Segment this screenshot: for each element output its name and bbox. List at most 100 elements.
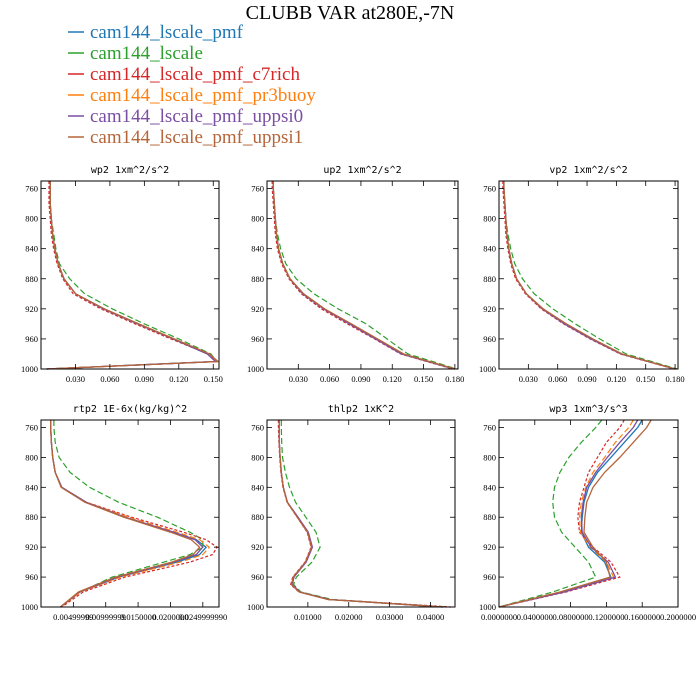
series-line <box>277 420 451 608</box>
x-tick-label: 0.2000000 <box>660 612 696 622</box>
x-tick-label: 0.030 <box>66 374 85 384</box>
y-tick-label: 760 <box>25 184 38 194</box>
series-line <box>503 181 676 370</box>
legend-label: cam144_lscale_pmf_pr3buoy <box>90 85 316 106</box>
y-tick-label: 840 <box>25 482 38 492</box>
chart-panel: vp2 1xm^2/s^2 760 800 840 880 920 960 1000 0.030… <box>479 165 685 384</box>
series-line <box>50 420 201 608</box>
y-tick-label: 800 <box>251 452 264 462</box>
y-tick-label: 960 <box>483 572 496 582</box>
x-tick-label: 0.04000 <box>417 612 445 622</box>
y-tick-label: 1000 <box>21 602 38 612</box>
series-line <box>498 419 634 608</box>
series-line <box>46 181 220 370</box>
series-line <box>50 420 218 608</box>
x-tick-label: 0.120 <box>169 374 188 384</box>
plot-frame <box>498 180 679 370</box>
series-line <box>50 420 204 608</box>
x-tick-label: 0.180 <box>666 374 685 384</box>
y-tick-label: 1000 <box>247 364 264 374</box>
legend-label: cam144_lscale_pmf_uppsi0 <box>90 106 303 127</box>
y-tick-label: 800 <box>25 214 38 224</box>
y-tick-label: 840 <box>483 244 496 254</box>
y-tick-label: 760 <box>483 184 496 194</box>
series-line <box>272 181 456 370</box>
legend-label: cam144_lscale_pmf_uppsi1 <box>90 127 303 148</box>
x-tick-label: 0.150 <box>636 374 655 384</box>
series-line <box>503 181 676 370</box>
y-tick-label: 760 <box>483 422 496 432</box>
chart-panel: rtp2 1E-6x(kg/kg)^2 760 800 840 880 920 960 100… <box>21 404 227 622</box>
y-tick-label: 960 <box>25 572 38 582</box>
x-tick-label: 0.180 <box>445 374 464 384</box>
y-tick-label: 760 <box>251 422 264 432</box>
y-tick-label: 920 <box>483 542 496 552</box>
series-line <box>503 181 678 370</box>
series-line <box>278 420 443 608</box>
plot-frame <box>266 419 456 608</box>
series-line <box>272 181 456 370</box>
y-tick-label: 800 <box>483 452 496 462</box>
x-tick-label: 0.120 <box>383 374 402 384</box>
x-tick-label: 0.150 <box>414 374 433 384</box>
legend-label: cam144_lscale_pmf <box>90 22 244 43</box>
series-line <box>278 420 443 608</box>
chart-panel: wp2 1xm^2/s^2 760 800 840 880 920 960 1000 0.030… <box>21 165 223 384</box>
panel-title: vp2 1xm^2/s^2 <box>549 165 627 176</box>
y-tick-label: 920 <box>483 304 496 314</box>
series-line <box>46 181 218 370</box>
panel-title: wp3 1xm^3/s^3 <box>549 404 627 415</box>
series-line <box>502 181 675 370</box>
series-line <box>46 181 220 370</box>
y-tick-label: 880 <box>251 512 264 522</box>
x-tick-label: 0.0000000 <box>481 612 517 622</box>
x-tick-label: 0.00499999 <box>53 612 93 622</box>
x-tick-label: 0.01000 <box>294 612 322 622</box>
series-line <box>272 181 458 370</box>
x-tick-label: 0.060 <box>100 374 119 384</box>
y-tick-label: 1000 <box>479 602 496 612</box>
chart-panel: up2 1xm^2/s^2 760 800 840 880 920 960 1000 0.030… <box>247 165 464 384</box>
series-line <box>46 181 218 370</box>
series-line <box>271 181 453 370</box>
y-tick-label: 800 <box>25 452 38 462</box>
series-line <box>46 181 218 370</box>
series-line <box>503 181 676 370</box>
x-tick-label: 0.060 <box>548 374 567 384</box>
y-tick-label: 760 <box>25 422 38 432</box>
series-line <box>280 420 447 608</box>
legend-label: cam144_lscale_pmf_c7rich <box>90 64 300 85</box>
y-tick-label: 1000 <box>21 364 38 374</box>
plot-frame <box>266 180 459 370</box>
plot-frame <box>498 419 679 608</box>
x-tick-label: 0.0150000 <box>120 612 156 622</box>
y-tick-label: 800 <box>251 214 264 224</box>
y-tick-label: 960 <box>251 334 264 344</box>
x-tick-label: 0.1200000 <box>588 612 624 622</box>
series-line <box>272 181 456 370</box>
y-tick-label: 880 <box>25 512 38 522</box>
x-tick-label: 0.030 <box>519 374 538 384</box>
x-tick-label: 0.1600000 <box>624 612 660 622</box>
y-tick-label: 920 <box>25 304 38 314</box>
panels: wp2 1xm^2/s^2 760 800 840 880 920 960 1000 0.030… <box>21 165 696 622</box>
x-tick-label: 0.090 <box>577 374 596 384</box>
series-line <box>53 420 204 608</box>
y-tick-label: 1000 <box>479 364 496 374</box>
series-line <box>503 181 676 370</box>
series-line <box>50 420 208 608</box>
x-tick-label: 0.0249999990 <box>178 612 227 622</box>
series-line <box>498 419 625 608</box>
series-line <box>498 419 603 608</box>
series-line <box>498 419 643 608</box>
series-line <box>272 181 454 370</box>
x-tick-label: 0.120 <box>607 374 626 384</box>
x-tick-label: 0.150 <box>204 374 223 384</box>
panel-title: up2 1xm^2/s^2 <box>323 165 401 176</box>
y-tick-label: 960 <box>25 334 38 344</box>
figure-title: CLUBB VAR at280E,-7N <box>246 2 455 24</box>
x-tick-label: 0.090 <box>351 374 370 384</box>
y-tick-label: 960 <box>483 334 496 344</box>
y-tick-label: 840 <box>251 482 264 492</box>
